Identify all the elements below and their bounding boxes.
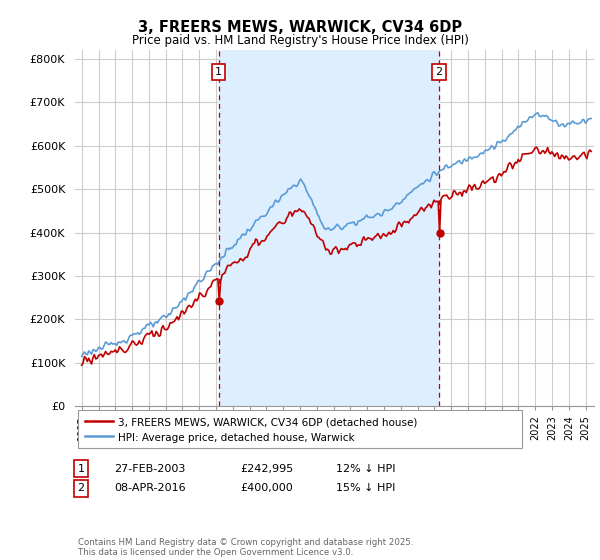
Text: 08-APR-2016: 08-APR-2016 (114, 483, 185, 493)
Text: Contains HM Land Registry data © Crown copyright and database right 2025.
This d: Contains HM Land Registry data © Crown c… (78, 538, 413, 557)
Text: 3, FREERS MEWS, WARWICK, CV34 6DP: 3, FREERS MEWS, WARWICK, CV34 6DP (138, 20, 462, 35)
Text: HPI: Average price, detached house, Warwick: HPI: Average price, detached house, Warw… (118, 433, 354, 443)
Text: £400,000: £400,000 (240, 483, 293, 493)
Text: 12% ↓ HPI: 12% ↓ HPI (336, 464, 395, 474)
Text: Price paid vs. HM Land Registry's House Price Index (HPI): Price paid vs. HM Land Registry's House … (131, 34, 469, 46)
Text: 15% ↓ HPI: 15% ↓ HPI (336, 483, 395, 493)
Text: 1: 1 (77, 464, 85, 474)
Text: £242,995: £242,995 (240, 464, 293, 474)
Bar (218, 50, 439, 406)
Text: 2: 2 (77, 483, 85, 493)
Text: 3, FREERS MEWS, WARWICK, CV34 6DP (detached house): 3, FREERS MEWS, WARWICK, CV34 6DP (detac… (118, 417, 417, 427)
Text: 2: 2 (436, 67, 443, 77)
Text: 1: 1 (215, 67, 222, 77)
Text: 27-FEB-2003: 27-FEB-2003 (114, 464, 185, 474)
